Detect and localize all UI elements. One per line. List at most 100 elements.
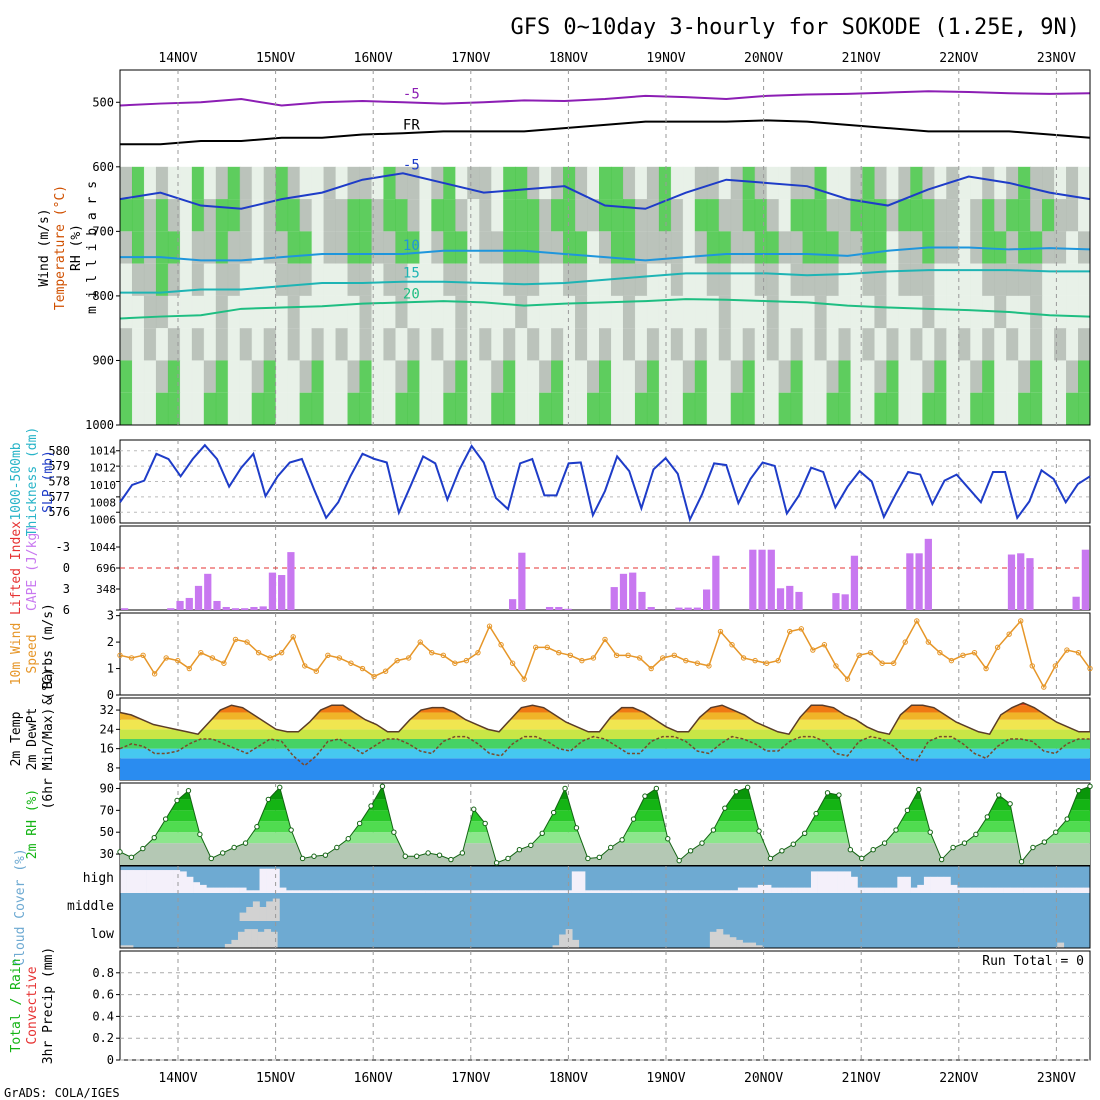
wind-speed-point bbox=[209, 655, 216, 661]
cloud-cell bbox=[884, 887, 891, 893]
rh-point bbox=[881, 840, 888, 846]
right-tick-label: 348 bbox=[96, 583, 116, 596]
rh-cell bbox=[263, 263, 277, 296]
rh-cell bbox=[131, 231, 145, 264]
rh-cell bbox=[1066, 199, 1079, 232]
rh-point bbox=[356, 820, 363, 827]
rh-cell bbox=[491, 231, 504, 264]
rh-cell bbox=[131, 360, 145, 393]
wind-speed-point bbox=[821, 642, 828, 648]
wind-speed-point bbox=[810, 647, 816, 653]
rh-cell bbox=[299, 166, 313, 200]
rh-cell bbox=[395, 295, 408, 329]
y-tick-label: 32 bbox=[100, 703, 114, 717]
rh-cell bbox=[539, 263, 552, 296]
rh-cell bbox=[551, 166, 564, 200]
rh-cell bbox=[395, 392, 408, 425]
rh-cell bbox=[155, 231, 169, 264]
rh-cell bbox=[778, 295, 792, 329]
rh-cell bbox=[682, 360, 696, 393]
y-tick-label: 600 bbox=[92, 160, 114, 174]
rh-cell bbox=[563, 328, 576, 361]
day-label: 23NOV bbox=[1037, 1071, 1076, 1086]
rh-cell bbox=[179, 328, 193, 361]
rh-cell bbox=[1018, 263, 1031, 296]
rh-cell bbox=[766, 360, 780, 393]
cloud-cell bbox=[1023, 887, 1031, 893]
cloud-cell bbox=[1083, 887, 1091, 893]
day-label: 14NOV bbox=[158, 1071, 197, 1086]
rh-cell bbox=[646, 360, 660, 393]
rh-cell bbox=[479, 231, 492, 264]
rh-cell bbox=[646, 392, 660, 425]
rh-cell bbox=[299, 392, 313, 425]
cape-bar bbox=[776, 588, 785, 610]
y-tick-label: 16 bbox=[100, 742, 114, 756]
rh-cell bbox=[814, 392, 828, 425]
rh-cell bbox=[167, 263, 181, 296]
rh-point bbox=[242, 840, 249, 846]
y-tick-label: 0.4 bbox=[92, 1009, 114, 1023]
y-tick-label: 577 bbox=[48, 490, 70, 504]
cape-bar bbox=[1017, 553, 1025, 610]
rh-cell bbox=[383, 295, 396, 329]
rh-cell bbox=[694, 263, 708, 296]
rh-cell bbox=[754, 231, 768, 264]
rh-point bbox=[128, 854, 135, 861]
rh-cell bbox=[730, 166, 744, 200]
cloud-cell bbox=[850, 876, 858, 893]
wind-speed-point bbox=[544, 644, 550, 651]
rh-cell bbox=[1006, 360, 1019, 393]
wind-speed-point bbox=[267, 655, 273, 661]
rh-point bbox=[927, 829, 933, 835]
rh-cell bbox=[838, 263, 851, 296]
wind-speed-point bbox=[533, 644, 539, 651]
rh-point bbox=[916, 786, 922, 793]
rh-cell bbox=[455, 328, 468, 361]
rh-cell bbox=[910, 295, 923, 329]
cape-bar bbox=[924, 538, 932, 610]
rh-point bbox=[722, 805, 728, 811]
rh-cell bbox=[850, 360, 863, 393]
rh-cell bbox=[1066, 231, 1079, 264]
rh-point bbox=[322, 852, 329, 858]
cape-bar bbox=[786, 585, 794, 610]
rh-cell bbox=[143, 295, 157, 329]
panel-label: Cloud Cover (%) bbox=[13, 848, 28, 965]
rh-cell bbox=[934, 392, 947, 425]
rh-cell bbox=[443, 166, 456, 200]
rh-cell bbox=[515, 166, 528, 200]
cloud-cell bbox=[722, 934, 730, 948]
rh-cell bbox=[658, 360, 672, 393]
rh-point bbox=[516, 846, 523, 853]
cape-bar bbox=[906, 553, 914, 610]
rh-cell bbox=[634, 166, 648, 200]
cloud-cell bbox=[299, 890, 307, 893]
rh-cell bbox=[551, 231, 564, 264]
rh-cell bbox=[886, 199, 899, 232]
rh-cell bbox=[575, 199, 588, 232]
rh-point bbox=[665, 836, 671, 842]
rh-cell bbox=[191, 295, 205, 329]
rh-cell bbox=[443, 360, 456, 393]
rh-cell bbox=[179, 360, 193, 393]
rh-cell bbox=[323, 328, 337, 361]
rh-cell bbox=[958, 328, 971, 361]
wind-speed-point bbox=[382, 668, 389, 674]
rh-cell bbox=[479, 263, 492, 296]
rh-cell bbox=[922, 360, 935, 393]
rh-cell bbox=[407, 199, 420, 232]
rh-cell bbox=[311, 199, 325, 232]
rh-cell bbox=[706, 328, 720, 361]
rh-cell bbox=[575, 295, 588, 329]
rh-cell bbox=[754, 360, 768, 393]
rh-cell bbox=[730, 295, 744, 329]
rh-cell bbox=[934, 328, 947, 361]
wind-speed-point bbox=[902, 639, 908, 645]
rh-cell bbox=[670, 392, 684, 425]
cloud-cell bbox=[1056, 887, 1064, 893]
cloud-cell bbox=[709, 931, 717, 948]
cape-bar bbox=[213, 600, 221, 610]
rh-cell bbox=[419, 360, 432, 393]
rh-cell bbox=[1018, 328, 1031, 361]
